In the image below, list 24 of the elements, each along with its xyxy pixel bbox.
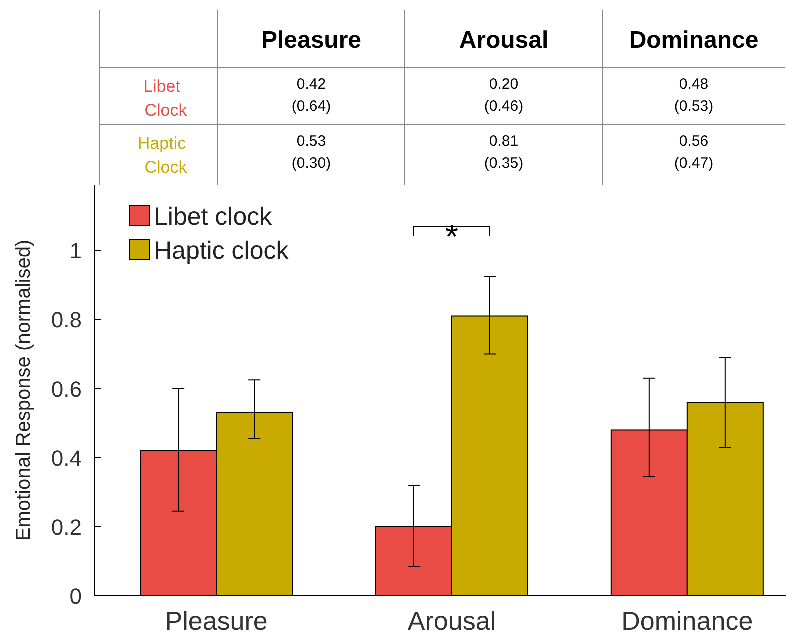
y-tick-label: 1 bbox=[70, 238, 82, 264]
data-label: 0.42 (0.64) bbox=[292, 76, 332, 115]
data-label: 0.56 (0.47) bbox=[674, 133, 714, 172]
data-label: 0.81 (0.35) bbox=[484, 133, 524, 172]
y-tick-label: 0.6 bbox=[51, 376, 82, 402]
x-tick-label: Dominance bbox=[622, 606, 754, 636]
legend-label: Haptic clock bbox=[154, 237, 290, 265]
data-label: 0.20 (0.46) bbox=[484, 76, 524, 115]
category-label: Arousal bbox=[459, 27, 549, 54]
text: Libet Clock bbox=[144, 77, 188, 120]
y-tick-label: 0.4 bbox=[51, 446, 82, 471]
data-label: 0.48 (0.53) bbox=[674, 76, 714, 115]
x-tick-label: Arousal bbox=[408, 606, 496, 636]
x-tick-label: Pleasure bbox=[165, 606, 268, 636]
annotation: * bbox=[445, 218, 459, 257]
data-label: 0.53 (0.30) bbox=[292, 133, 332, 172]
text: Haptic Clock bbox=[138, 134, 188, 177]
y-tick-label: 0 bbox=[70, 584, 82, 609]
legend-label: Libet clock bbox=[154, 203, 273, 231]
y-tick-label: 0.8 bbox=[51, 308, 82, 333]
y-axis-title: Emotional Response (normalised) bbox=[13, 240, 35, 542]
y-tick-label: 0.2 bbox=[51, 514, 82, 540]
category-label: Pleasure bbox=[261, 27, 362, 54]
category-label: Dominance bbox=[629, 27, 759, 54]
